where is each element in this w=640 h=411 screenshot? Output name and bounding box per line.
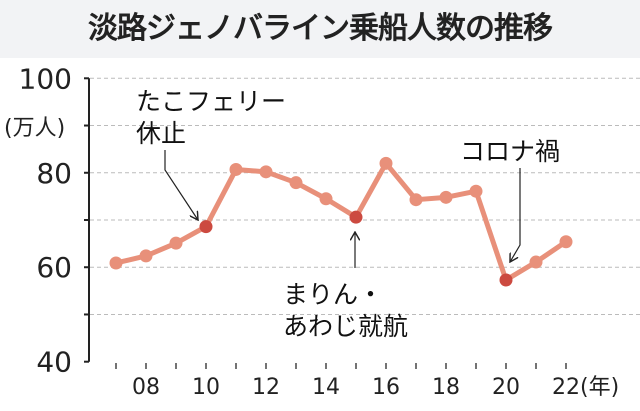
data-point [439,190,453,204]
data-point [169,236,183,250]
data-point [229,162,243,176]
data-point [319,192,333,206]
x-tick-label: 18 [432,375,460,400]
data-point [409,193,423,207]
data-point [559,235,573,249]
annotation-arrow [164,150,198,220]
x-tick-label: 22 [552,375,580,400]
data-point [379,156,393,170]
x-tick-label: 14 [312,375,340,400]
data-point [349,210,363,224]
data-point [469,184,483,198]
data-point [259,165,273,179]
annotation-text: まりん・ [283,280,383,309]
data-point [109,256,123,270]
chart-title: 淡路ジェノバライン乗船人数の推移 [0,0,640,58]
y-tick-label: 40 [36,346,72,379]
annotation-text: コロナ禍 [460,137,560,166]
annotation-text: たこフェリー [136,87,286,116]
x-tick-label: 20 [492,375,520,400]
y-tick-label: 100 [19,62,72,95]
annotation-arrow [510,168,521,262]
y-tick-label: 80 [36,157,72,190]
x-tick-label: 08 [132,375,160,400]
x-tick-label: 12 [252,375,280,400]
annotation-text: 休止 [136,119,186,148]
series-line [115,160,568,283]
annotation-text: あわじ就航 [283,312,408,341]
x-axis-unit: (年) [580,375,619,400]
y-axis-unit: (万人) [4,116,65,141]
data-point [199,220,213,234]
x-tick-label: 10 [192,375,220,400]
data-point [289,176,303,190]
x-tick-label: 16 [372,375,400,400]
data-point [139,249,153,263]
data-point [499,273,513,287]
y-tick-label: 60 [36,251,72,284]
data-point [529,255,543,269]
